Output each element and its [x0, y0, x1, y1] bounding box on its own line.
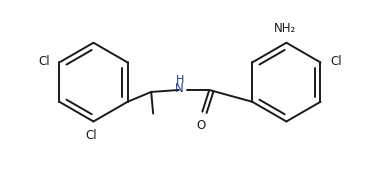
- Text: Cl: Cl: [86, 129, 97, 142]
- Text: N: N: [175, 82, 184, 96]
- Text: H: H: [175, 75, 184, 85]
- Text: NH₂: NH₂: [274, 22, 296, 35]
- Text: Cl: Cl: [38, 55, 50, 68]
- Text: O: O: [197, 119, 206, 132]
- Text: Cl: Cl: [330, 55, 342, 68]
